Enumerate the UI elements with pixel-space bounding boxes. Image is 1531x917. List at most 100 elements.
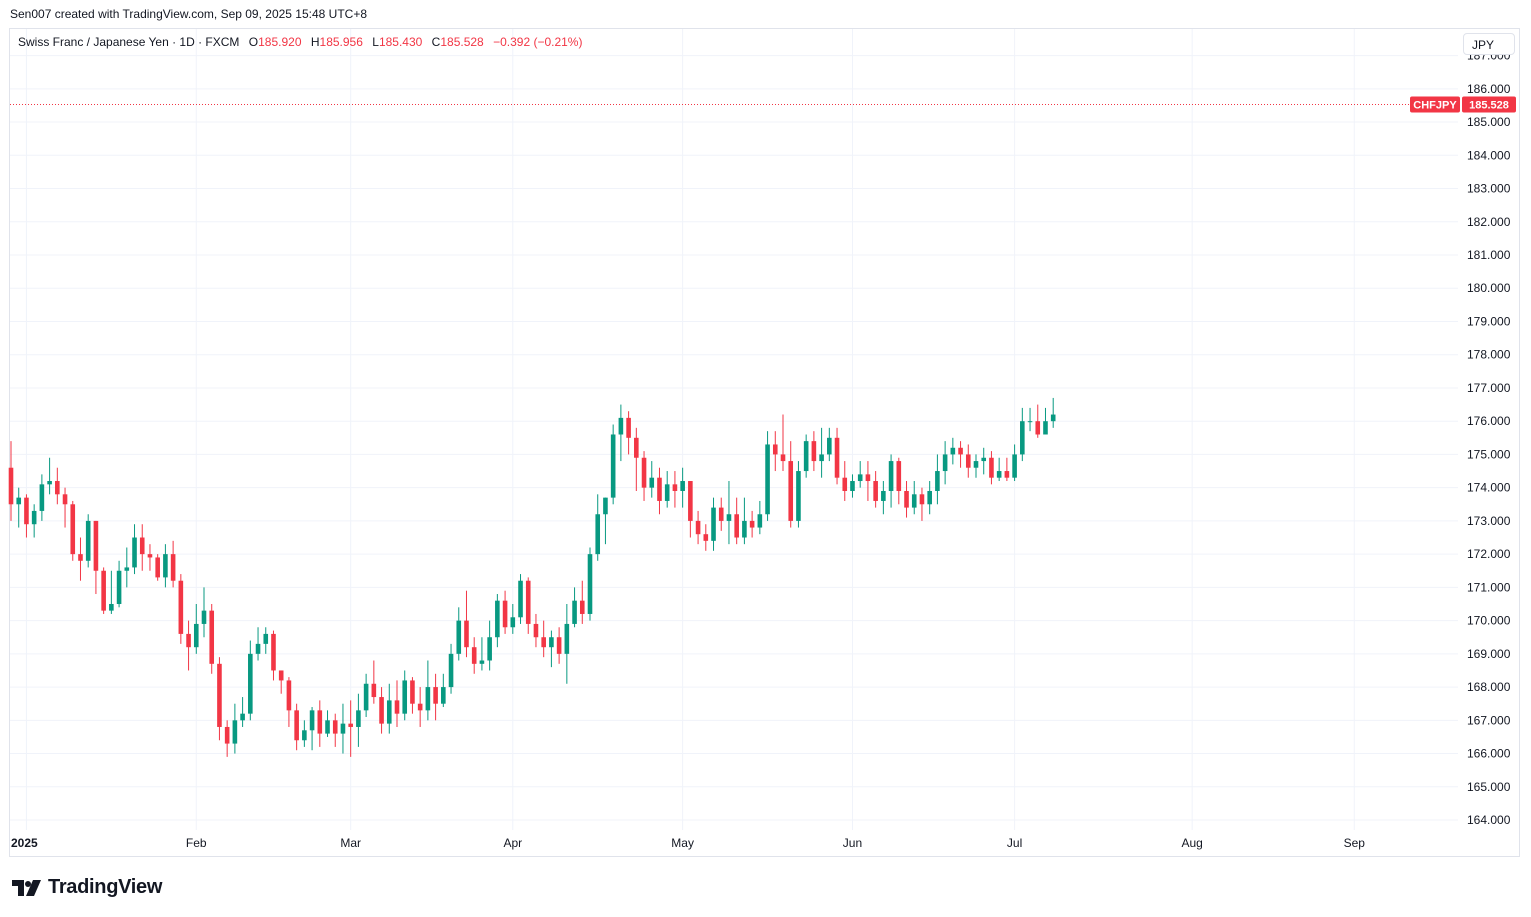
candle [881,481,886,515]
candle [317,700,323,747]
price-tag: CHFJPY 185.528 [1410,96,1516,113]
candle-body [402,680,408,714]
candle [263,627,269,654]
candle [371,660,377,704]
candle-body [240,713,245,721]
candle-body [441,687,446,704]
candle-body [456,620,462,654]
candle-body [780,454,786,462]
candle [201,587,207,638]
y-tick-label: 176.000 [1467,414,1511,428]
candle [981,447,987,475]
candle [132,524,137,575]
currency-button[interactable]: JPY [1463,33,1515,55]
candle [958,441,963,468]
chart-legend: Swiss Franc / Japanese Yen · 1D · FXCM O… [18,35,582,49]
candle [278,670,284,694]
candle [24,494,29,538]
candle [850,474,855,498]
candle [193,603,199,654]
candle [209,603,215,674]
candle [556,627,562,664]
candle-body [217,663,222,727]
legend-symbol[interactable]: Swiss Franc / Japanese Yen · 1D · FXCM [18,35,240,49]
candle [1012,444,1017,482]
legend-open-label: O [248,35,259,49]
candle-body [649,477,655,488]
candle [39,474,45,521]
candle-body [811,441,817,462]
candle [765,431,770,521]
candle-body [541,637,546,648]
candle-body [433,687,438,704]
candle-body [742,520,747,538]
candle-body [379,697,384,724]
candle [410,677,415,714]
candle-body [927,490,932,505]
candle [70,500,76,561]
candle [232,703,238,754]
candle [340,703,346,754]
price-tag-ticker: CHFJPY [1413,100,1457,112]
y-tick-label: 185.000 [1467,115,1511,129]
candle [749,510,755,538]
candle [271,630,276,681]
candle [595,494,601,561]
candle [55,467,60,505]
candle [510,603,516,634]
candle [803,434,809,478]
candle [626,411,631,455]
y-tick-label: 170.000 [1467,614,1511,628]
candle-body [935,471,940,491]
candle [1027,407,1033,432]
chart-frame[interactable] [9,28,1520,857]
candle-body [62,494,68,505]
candle-body [1043,421,1048,435]
candle-body [448,653,454,688]
candle [471,637,477,674]
candle [579,580,585,624]
candle-body [317,710,323,734]
candle [904,481,909,518]
candle [780,414,786,472]
candle-body [626,417,631,438]
candle-body [688,481,693,521]
candle [888,454,894,508]
candle-body [394,700,400,714]
candle-body [155,557,160,578]
candle-body [1027,421,1033,423]
y-tick-label: 181.000 [1467,248,1511,262]
candle [348,700,353,757]
price-tag-ticker-bg [1410,96,1460,113]
candle [757,500,763,535]
candle-body [255,643,261,654]
candle [456,607,462,661]
candle-body [31,510,37,525]
candle [873,471,878,508]
candle-body [634,437,639,458]
candle-body [958,447,963,455]
y-tick-label: 167.000 [1467,713,1511,727]
candle-body [657,477,662,501]
candle [742,497,747,545]
candle-body [201,610,207,624]
candle [479,637,485,671]
candle-body [865,474,871,482]
candle [657,467,662,515]
y-tick-label: 179.000 [1467,314,1511,328]
candle-body [47,481,52,485]
candle [417,687,423,727]
y-tick-label: 183.000 [1467,182,1511,196]
tradingview-logo[interactable]: TradingView [12,876,162,899]
candle [965,444,971,478]
candle [911,481,917,515]
candle [1004,457,1010,482]
candle [819,427,824,478]
x-tick-label: Mar [340,836,361,850]
candle [641,451,647,501]
candle-body [1050,414,1056,422]
candle [610,424,616,505]
candle-body [819,454,824,462]
candle-body [139,537,145,555]
